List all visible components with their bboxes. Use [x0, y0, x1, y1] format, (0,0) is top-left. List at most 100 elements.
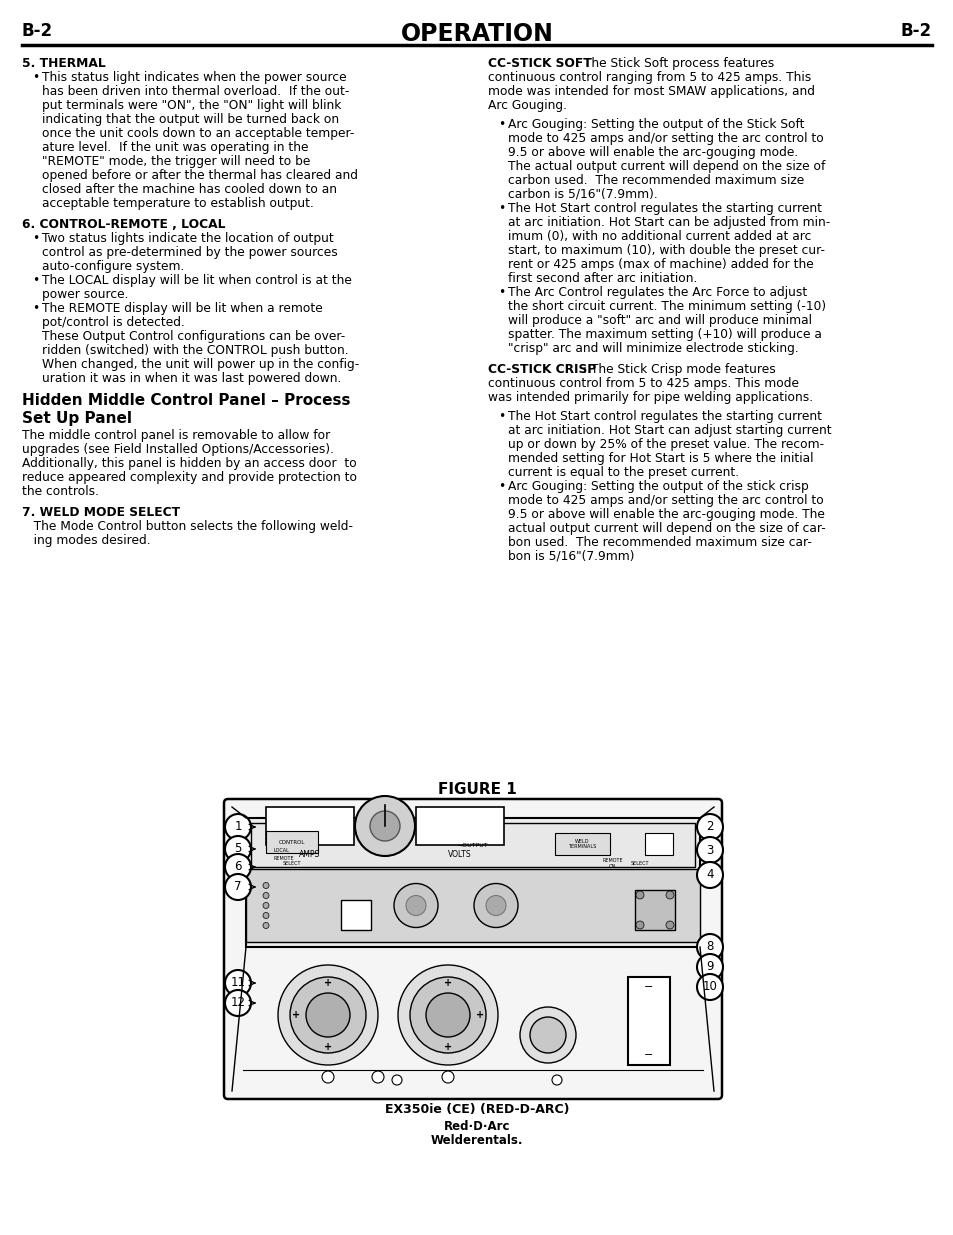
Text: +: + — [476, 1010, 483, 1020]
Text: The LOCAL display will be lit when control is at the: The LOCAL display will be lit when contr… — [42, 274, 352, 287]
Text: Additionally, this panel is hidden by an access door  to: Additionally, this panel is hidden by an… — [22, 457, 356, 471]
Text: mode to 425 amps and/or setting the arc control to: mode to 425 amps and/or setting the arc … — [507, 132, 822, 144]
Text: continuous control ranging from 5 to 425 amps. This: continuous control ranging from 5 to 425… — [488, 70, 810, 84]
Circle shape — [665, 921, 673, 929]
Circle shape — [519, 1007, 576, 1063]
Text: When changed, the unit will power up in the config-: When changed, the unit will power up in … — [42, 358, 359, 370]
Text: mode to 425 amps and/or setting the arc control to: mode to 425 amps and/or setting the arc … — [507, 494, 822, 506]
Text: +: + — [443, 1042, 452, 1052]
Circle shape — [225, 814, 251, 840]
Text: imum (0), with no additional current added at arc: imum (0), with no additional current add… — [507, 230, 810, 243]
Circle shape — [225, 836, 251, 862]
Circle shape — [392, 1074, 401, 1086]
Bar — [266, 806, 354, 845]
Text: CONTROL: CONTROL — [278, 840, 305, 845]
Text: These Output Control configurations can be over-: These Output Control configurations can … — [42, 330, 345, 343]
Text: : The Stick Soft process features: : The Stick Soft process features — [576, 57, 774, 70]
Text: 11: 11 — [231, 977, 245, 989]
Text: 5. THERMAL: 5. THERMAL — [22, 57, 106, 70]
Text: carbon used.  The recommended maximum size: carbon used. The recommended maximum siz… — [507, 174, 803, 186]
Circle shape — [697, 934, 722, 960]
Text: 10: 10 — [701, 981, 717, 993]
Text: the controls.: the controls. — [22, 485, 99, 498]
Text: The actual output current will depend on the size of: The actual output current will depend on… — [507, 159, 824, 173]
Text: 8: 8 — [705, 941, 713, 953]
Text: mended setting for Hot Start is 5 where the initial: mended setting for Hot Start is 5 where … — [507, 452, 813, 464]
Text: FIGURE 1: FIGURE 1 — [437, 782, 516, 797]
Circle shape — [485, 895, 505, 915]
Text: auto-configure system.: auto-configure system. — [42, 261, 184, 273]
Circle shape — [372, 1071, 384, 1083]
Circle shape — [665, 890, 673, 899]
Text: 7. WELD MODE SELECT: 7. WELD MODE SELECT — [22, 506, 180, 519]
Text: 12: 12 — [231, 997, 245, 1009]
Circle shape — [322, 1071, 334, 1083]
Text: 6. CONTROL-REMOTE , LOCAL: 6. CONTROL-REMOTE , LOCAL — [22, 219, 225, 231]
Text: at arc initiation. Hot Start can adjust starting current: at arc initiation. Hot Start can adjust … — [507, 424, 831, 437]
Text: "crisp" arc and will minimize electrode sticking.: "crisp" arc and will minimize electrode … — [507, 342, 798, 354]
Circle shape — [290, 977, 366, 1053]
Circle shape — [263, 903, 269, 909]
Circle shape — [552, 1074, 561, 1086]
Text: +: + — [292, 1010, 300, 1020]
Text: was intended primarily for pipe welding applications.: was intended primarily for pipe welding … — [488, 391, 812, 404]
Text: •: • — [32, 232, 39, 245]
Circle shape — [697, 814, 722, 840]
Circle shape — [697, 837, 722, 863]
Text: B-2: B-2 — [900, 22, 931, 40]
Text: current is equal to the preset current.: current is equal to the preset current. — [507, 466, 739, 479]
Text: will produce a "soft" arc and will produce minimal: will produce a "soft" arc and will produ… — [507, 314, 811, 327]
Circle shape — [263, 883, 269, 888]
Circle shape — [426, 993, 470, 1037]
Text: This status light indicates when the power source: This status light indicates when the pow… — [42, 70, 346, 84]
Text: •: • — [497, 480, 505, 493]
Text: VOLTS: VOLTS — [448, 850, 472, 860]
Text: LOCAL: LOCAL — [274, 848, 290, 853]
Text: spatter. The maximum setting (+10) will produce a: spatter. The maximum setting (+10) will … — [507, 329, 821, 341]
Text: ing modes desired.: ing modes desired. — [22, 535, 151, 547]
Circle shape — [355, 797, 415, 856]
Text: rent or 425 amps (max of machine) added for the: rent or 425 amps (max of machine) added … — [507, 258, 813, 270]
Text: •: • — [497, 285, 505, 299]
Text: Arc Gouging: Setting the output of the stick crisp: Arc Gouging: Setting the output of the s… — [507, 480, 808, 493]
Circle shape — [474, 883, 517, 927]
Bar — [635, 890, 675, 930]
Text: acceptable temperature to establish output.: acceptable temperature to establish outp… — [42, 198, 314, 210]
Text: REMOTE
ON: REMOTE ON — [601, 858, 622, 868]
Text: 9.5 or above will enable the arc-gouging mode.: 9.5 or above will enable the arc-gouging… — [507, 146, 798, 159]
Text: : The Stick Crisp mode features: : The Stick Crisp mode features — [582, 363, 775, 375]
Text: Red·D·Arc: Red·D·Arc — [443, 1120, 510, 1132]
Text: Hidden Middle Control Panel – Process: Hidden Middle Control Panel – Process — [22, 393, 350, 408]
Text: •: • — [32, 303, 39, 315]
Circle shape — [406, 895, 426, 915]
Text: The REMOTE display will be lit when a remote: The REMOTE display will be lit when a re… — [42, 303, 322, 315]
Circle shape — [697, 953, 722, 981]
Text: 9: 9 — [705, 961, 713, 973]
Text: CC-STICK SOFT: CC-STICK SOFT — [488, 57, 591, 70]
Text: reduce appeared complexity and provide protection to: reduce appeared complexity and provide p… — [22, 472, 356, 484]
Text: bon is 5/16"(7.9mm): bon is 5/16"(7.9mm) — [507, 550, 634, 563]
Text: carbon is 5/16"(7.9mm).: carbon is 5/16"(7.9mm). — [507, 188, 657, 201]
Circle shape — [410, 977, 485, 1053]
Circle shape — [530, 1016, 565, 1053]
Text: The middle control panel is removable to allow for: The middle control panel is removable to… — [22, 430, 330, 442]
Circle shape — [397, 965, 497, 1065]
Text: 1: 1 — [234, 820, 241, 834]
Circle shape — [636, 921, 643, 929]
Circle shape — [697, 974, 722, 1000]
Text: ature level.  If the unit was operating in the: ature level. If the unit was operating i… — [42, 141, 308, 154]
Text: 7: 7 — [234, 881, 241, 893]
Text: 9.5 or above will enable the arc-gouging mode. The: 9.5 or above will enable the arc-gouging… — [507, 508, 824, 521]
Text: →OUTPUT: →OUTPUT — [457, 844, 488, 848]
Circle shape — [277, 965, 377, 1065]
Circle shape — [441, 1071, 454, 1083]
Text: The Mode Control button selects the following weld-: The Mode Control button selects the foll… — [22, 520, 353, 534]
Text: The Hot Start control regulates the starting current: The Hot Start control regulates the star… — [507, 201, 821, 215]
Bar — [246, 818, 700, 947]
Text: start, to maximum (10), with double the preset cur-: start, to maximum (10), with double the … — [507, 243, 824, 257]
Text: SELECT: SELECT — [630, 861, 649, 866]
Text: •: • — [497, 117, 505, 131]
Text: at arc initiation. Hot Start can be adjusted from min-: at arc initiation. Hot Start can be adju… — [507, 216, 829, 228]
Circle shape — [306, 993, 350, 1037]
Text: uration it was in when it was last powered down.: uration it was in when it was last power… — [42, 372, 341, 385]
